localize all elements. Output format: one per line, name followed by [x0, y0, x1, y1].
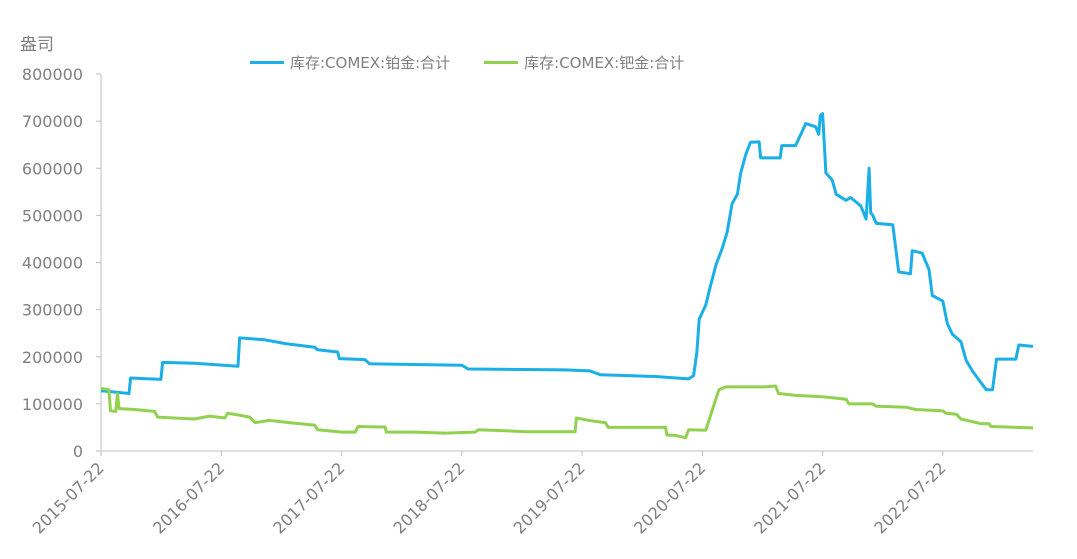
- x-tick-label: 2015-07-22: [29, 458, 108, 537]
- x-tick-label: 2017-07-22: [269, 458, 348, 537]
- series-line-platinum: [100, 112, 1034, 395]
- y-tick-label: 300000: [22, 301, 83, 320]
- y-tick-label: 700000: [22, 112, 83, 131]
- y-tick-label: 400000: [22, 254, 83, 273]
- y-tick-label: 600000: [22, 159, 83, 178]
- x-tick-label: 2022-07-22: [870, 458, 949, 537]
- y-tick-label: 0: [73, 442, 83, 461]
- legend-item-palladium[interactable]: 库存:COMEX:钯金:合计: [484, 52, 684, 73]
- x-tick-label: 2016-07-22: [149, 458, 228, 537]
- y-tick-label: 200000: [22, 348, 83, 367]
- legend-label-palladium: 库存:COMEX:钯金:合计: [524, 54, 685, 72]
- y-tick-label: 800000: [22, 65, 83, 84]
- legend-label-platinum: 库存:COMEX:铂金:合计: [290, 54, 451, 72]
- x-tick-label: 2019-07-22: [510, 458, 589, 537]
- chart-legend: 库存:COMEX:铂金:合计 库存:COMEX:钯金:合计: [250, 52, 684, 73]
- legend-swatch-palladium: [484, 61, 519, 64]
- y-axis-unit-label: 盎司: [20, 35, 54, 55]
- y-tick-label: 100000: [22, 395, 83, 414]
- y-tick-label: 500000: [22, 206, 83, 225]
- legend-item-platinum[interactable]: 库存:COMEX:铂金:合计: [250, 52, 450, 73]
- series-line-palladium: [100, 384, 1034, 440]
- x-tick-label: 2018-07-22: [389, 458, 468, 537]
- x-tick-label: 2020-07-22: [630, 458, 709, 537]
- legend-swatch-platinum: [250, 61, 284, 64]
- x-tick-label: 2021-07-22: [750, 458, 829, 537]
